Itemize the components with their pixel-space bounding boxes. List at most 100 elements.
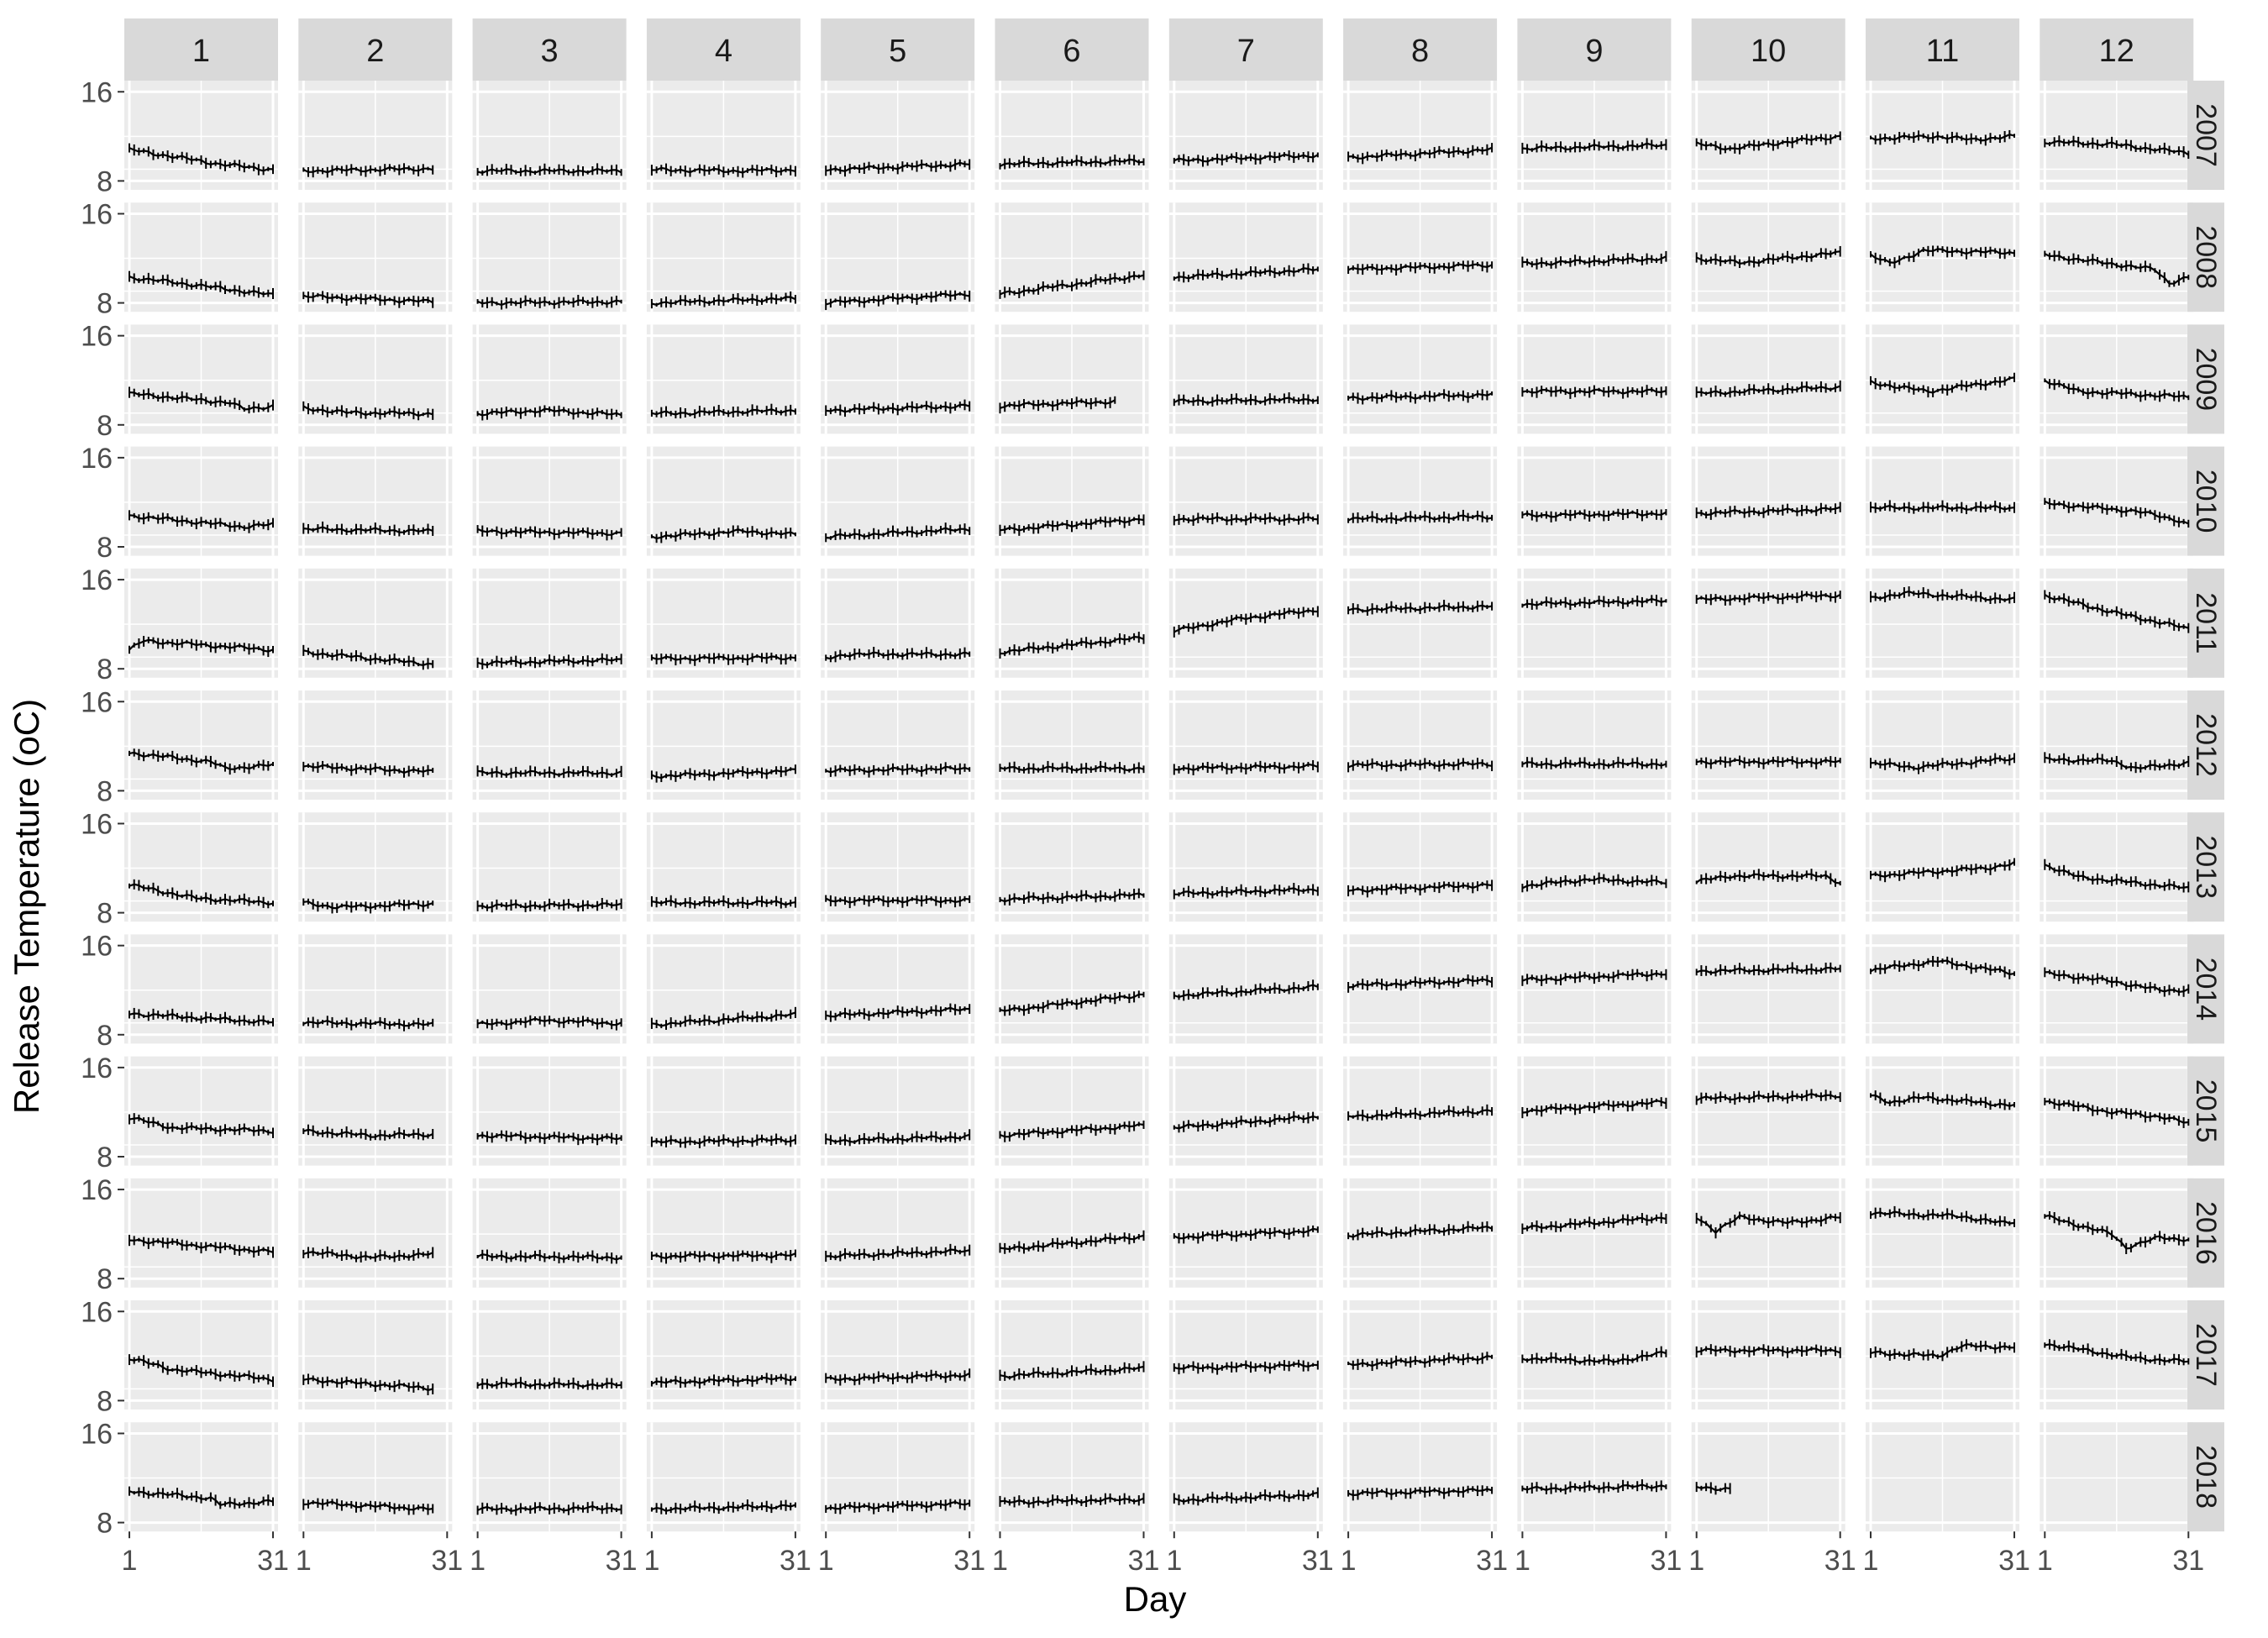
series-2009-7 <box>1173 392 1319 407</box>
row-strip-label: 2018 <box>2190 1445 2222 1509</box>
column-strip-label: 4 <box>715 34 732 69</box>
row-strip-label: 2008 <box>2190 225 2222 289</box>
series-2015-6 <box>999 1120 1145 1142</box>
series-line <box>129 147 274 172</box>
series-2008-6 <box>999 270 1145 299</box>
series-2008-12 <box>2044 250 2190 287</box>
series-line <box>1522 1099 1667 1114</box>
series-line <box>1696 385 1841 396</box>
series-line <box>302 1128 433 1138</box>
x-tick-label: 1 <box>1688 1545 1704 1577</box>
series-line <box>1870 959 2015 976</box>
series-2012-3 <box>476 765 622 779</box>
series-line <box>1347 761 1493 769</box>
y-tick-label: 16 <box>81 1174 113 1206</box>
y-tick-label: 16 <box>81 808 113 840</box>
series-2014-4 <box>650 1006 796 1030</box>
series-2011-12 <box>2044 590 2190 633</box>
x-tick-label: 1 <box>1515 1545 1530 1577</box>
series-2010-10 <box>1695 501 1841 520</box>
row-strip <box>2187 81 2224 190</box>
x-tick-label: 31 <box>953 1545 985 1577</box>
series-line <box>2044 864 2189 889</box>
series-line <box>477 1133 622 1141</box>
series-2010-2 <box>302 521 434 537</box>
series-line <box>129 1116 274 1134</box>
column-strip-label: 6 <box>1063 34 1080 69</box>
series-line <box>825 765 970 774</box>
series-2013-1 <box>129 879 274 909</box>
series-line <box>1173 763 1319 771</box>
series-2009-9 <box>1521 385 1667 399</box>
x-tick-label: 1 <box>296 1545 312 1577</box>
series-line <box>651 1011 796 1027</box>
series-2011-4 <box>650 652 796 666</box>
series-line <box>2044 253 2189 285</box>
series-line <box>2044 500 2189 525</box>
column-strip-label: 9 <box>1585 34 1603 69</box>
series-line <box>826 403 970 413</box>
series-line <box>1347 604 1493 612</box>
series-line <box>302 1019 433 1027</box>
series-line <box>129 391 274 411</box>
series-line <box>2045 970 2189 994</box>
series-2012-12 <box>2044 752 2190 774</box>
series-2010-11 <box>1870 500 2015 515</box>
series-2012-6 <box>999 760 1145 774</box>
x-tick-label: 31 <box>431 1545 463 1577</box>
row-strip <box>2187 568 2224 678</box>
x-tick-label: 1 <box>122 1545 138 1577</box>
series-2011-10 <box>1695 591 1841 606</box>
series-2007-11 <box>1870 129 2015 146</box>
series-line <box>1696 966 1840 974</box>
series-2014-5 <box>825 1003 971 1022</box>
series-2015-5 <box>825 1129 971 1147</box>
panels-layer <box>124 46 2194 1568</box>
series-line <box>1696 250 1840 265</box>
row-strip <box>2187 934 2224 1044</box>
series-2014-1 <box>129 1007 274 1027</box>
series-2014-2 <box>302 1016 434 1032</box>
row-strip <box>2187 1056 2224 1166</box>
series-2011-11 <box>1870 586 2015 604</box>
series-2014-6 <box>999 990 1145 1016</box>
series-line <box>1347 883 1493 893</box>
y-tick-label: 8 <box>97 288 113 320</box>
series-line <box>825 651 970 660</box>
row-strip-label: 2016 <box>2190 1201 2222 1265</box>
series-2008-8 <box>1347 260 1494 276</box>
column-strip <box>1168 18 1323 81</box>
y-tick-label: 8 <box>97 1385 113 1417</box>
series-2012-10 <box>1695 755 1841 769</box>
series-2008-1 <box>129 270 274 300</box>
series-2014-7 <box>1173 979 1319 1001</box>
series-2009-4 <box>650 403 796 419</box>
series-2011-5 <box>825 647 971 663</box>
series-2015-9 <box>1521 1097 1667 1119</box>
series-line <box>303 526 433 533</box>
row-strip <box>2187 812 2224 922</box>
series-line <box>825 1133 970 1143</box>
series-line <box>477 528 622 536</box>
series-line <box>1696 593 1841 601</box>
row-strip <box>2187 446 2224 556</box>
series-line <box>1870 504 2015 512</box>
series-2007-2 <box>302 163 434 178</box>
series-2013-6 <box>999 888 1145 906</box>
series-line <box>1870 248 2015 264</box>
series-line <box>2044 379 2189 399</box>
y-tick-label: 16 <box>81 198 113 230</box>
series-2014-11 <box>1870 956 2015 979</box>
y-tick-label: 8 <box>97 1142 113 1173</box>
x-tick-label: 1 <box>1166 1545 1182 1577</box>
series-line <box>2045 1100 2189 1124</box>
series-2007-8 <box>1347 143 1494 165</box>
series-line <box>477 167 622 174</box>
x-tick-label: 31 <box>257 1545 289 1577</box>
series-2014-8 <box>1347 974 1494 993</box>
x-tick-label: 31 <box>1650 1545 1682 1577</box>
series-2013-8 <box>1347 879 1494 898</box>
series-2010-6 <box>999 514 1145 536</box>
series-line <box>1000 892 1144 903</box>
x-tick-label: 1 <box>992 1545 1008 1577</box>
